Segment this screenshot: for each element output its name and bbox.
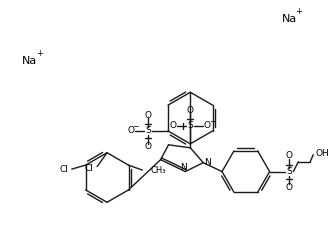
Text: CH₃: CH₃ bbox=[150, 166, 166, 175]
Text: Na: Na bbox=[281, 14, 297, 24]
Text: O: O bbox=[128, 126, 135, 136]
Text: O: O bbox=[187, 106, 194, 115]
Text: S: S bbox=[187, 122, 193, 130]
Text: +: + bbox=[295, 7, 302, 16]
Text: O: O bbox=[286, 183, 293, 192]
Text: O: O bbox=[170, 122, 177, 130]
Text: OH: OH bbox=[315, 149, 329, 158]
Text: −: − bbox=[209, 118, 215, 126]
Text: O: O bbox=[145, 110, 152, 120]
Text: S: S bbox=[287, 167, 292, 176]
Text: Cl: Cl bbox=[59, 165, 68, 174]
Text: +: + bbox=[36, 49, 43, 58]
Text: O: O bbox=[286, 151, 293, 160]
Text: O: O bbox=[145, 142, 152, 151]
Text: S: S bbox=[145, 126, 151, 136]
Text: O: O bbox=[204, 122, 211, 130]
Text: N: N bbox=[204, 158, 211, 167]
Text: Cl: Cl bbox=[85, 164, 94, 173]
Text: −: − bbox=[132, 123, 138, 131]
Text: Na: Na bbox=[22, 56, 37, 65]
Text: N: N bbox=[180, 163, 187, 172]
